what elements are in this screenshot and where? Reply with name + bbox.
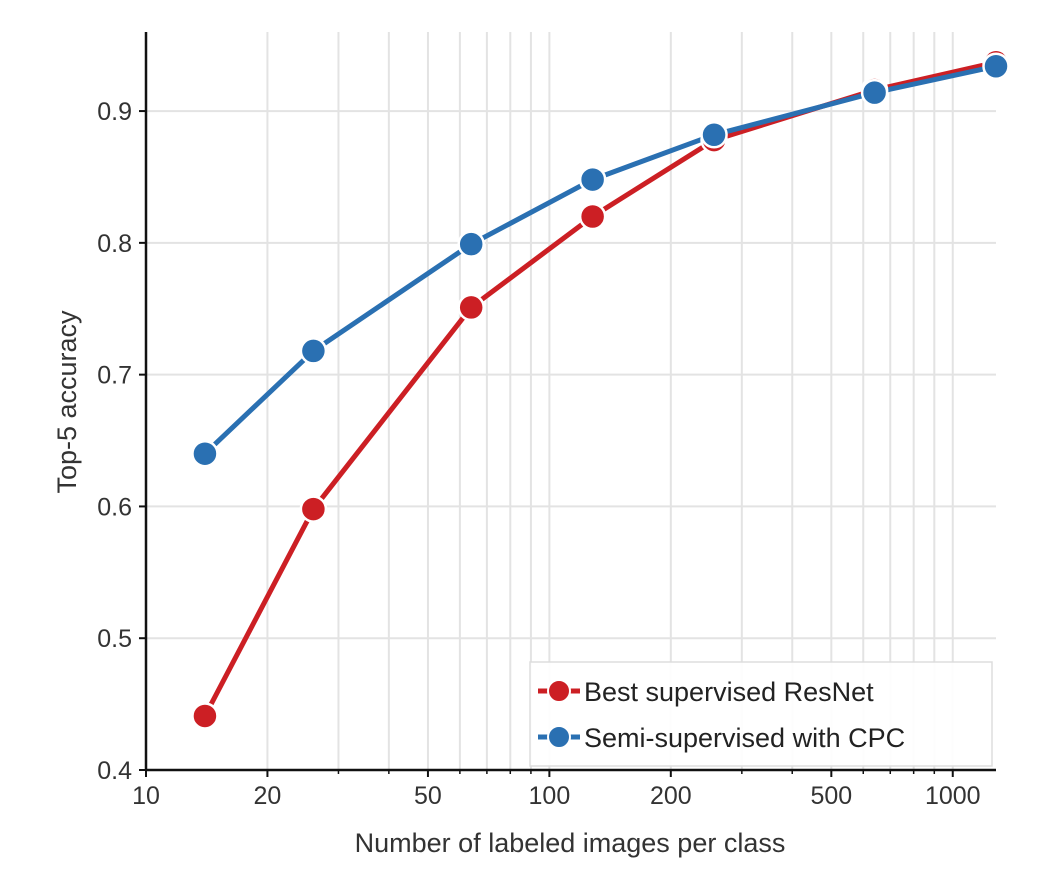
axes-layer: 10 20 50 100 200 500 1000 0.4 0.5 0.6 0.7 0.8 0.9 Num… bbox=[52, 32, 996, 858]
y-tick-label: 0.6 bbox=[97, 493, 132, 521]
series-1-point bbox=[578, 165, 607, 194]
x-tick-label: 500 bbox=[810, 782, 852, 810]
y-tick-label: 0.8 bbox=[97, 230, 132, 258]
series-0-point bbox=[578, 202, 607, 231]
y-tick-label: 0.7 bbox=[97, 362, 132, 390]
series-layer bbox=[191, 48, 1010, 730]
legend: Best supervised ResNet Semi-supervised wi… bbox=[529, 661, 993, 767]
legend-swatch-marker bbox=[547, 725, 571, 749]
series-1-point bbox=[191, 439, 219, 468]
x-tick-label: 200 bbox=[650, 782, 692, 810]
y-tick-label: 0.5 bbox=[97, 625, 132, 653]
series-1-point bbox=[860, 78, 889, 107]
series-1-point bbox=[299, 337, 328, 365]
x-tick-label: 100 bbox=[529, 782, 571, 810]
legend-label: Best supervised ResNet bbox=[584, 677, 874, 707]
series-0-point bbox=[191, 702, 219, 730]
x-tick-label: 10 bbox=[132, 782, 160, 810]
series-1-point bbox=[982, 52, 1010, 81]
series-0-point bbox=[299, 495, 328, 523]
x-tick-label: 50 bbox=[414, 782, 442, 810]
x-tick-label: 20 bbox=[254, 782, 282, 810]
series-line-1 bbox=[202, 63, 999, 457]
x-axis-title: Number of labeled images per class bbox=[355, 828, 786, 858]
y-tick-label: 0.9 bbox=[97, 98, 132, 126]
grid-layer bbox=[146, 32, 996, 770]
legend-swatch-marker bbox=[547, 679, 571, 703]
series-1-point bbox=[457, 230, 485, 258]
y-tick-label: 0.4 bbox=[97, 757, 132, 785]
y-axis-title: Top-5 accuracy bbox=[52, 310, 82, 494]
legend-label: Semi-supervised with CPC bbox=[584, 723, 905, 753]
series-0-point bbox=[457, 293, 485, 322]
x-tick-label: 1000 bbox=[925, 782, 981, 810]
legend-box bbox=[529, 661, 993, 767]
series-line-0 bbox=[202, 59, 999, 719]
series-1-point bbox=[700, 121, 728, 149]
